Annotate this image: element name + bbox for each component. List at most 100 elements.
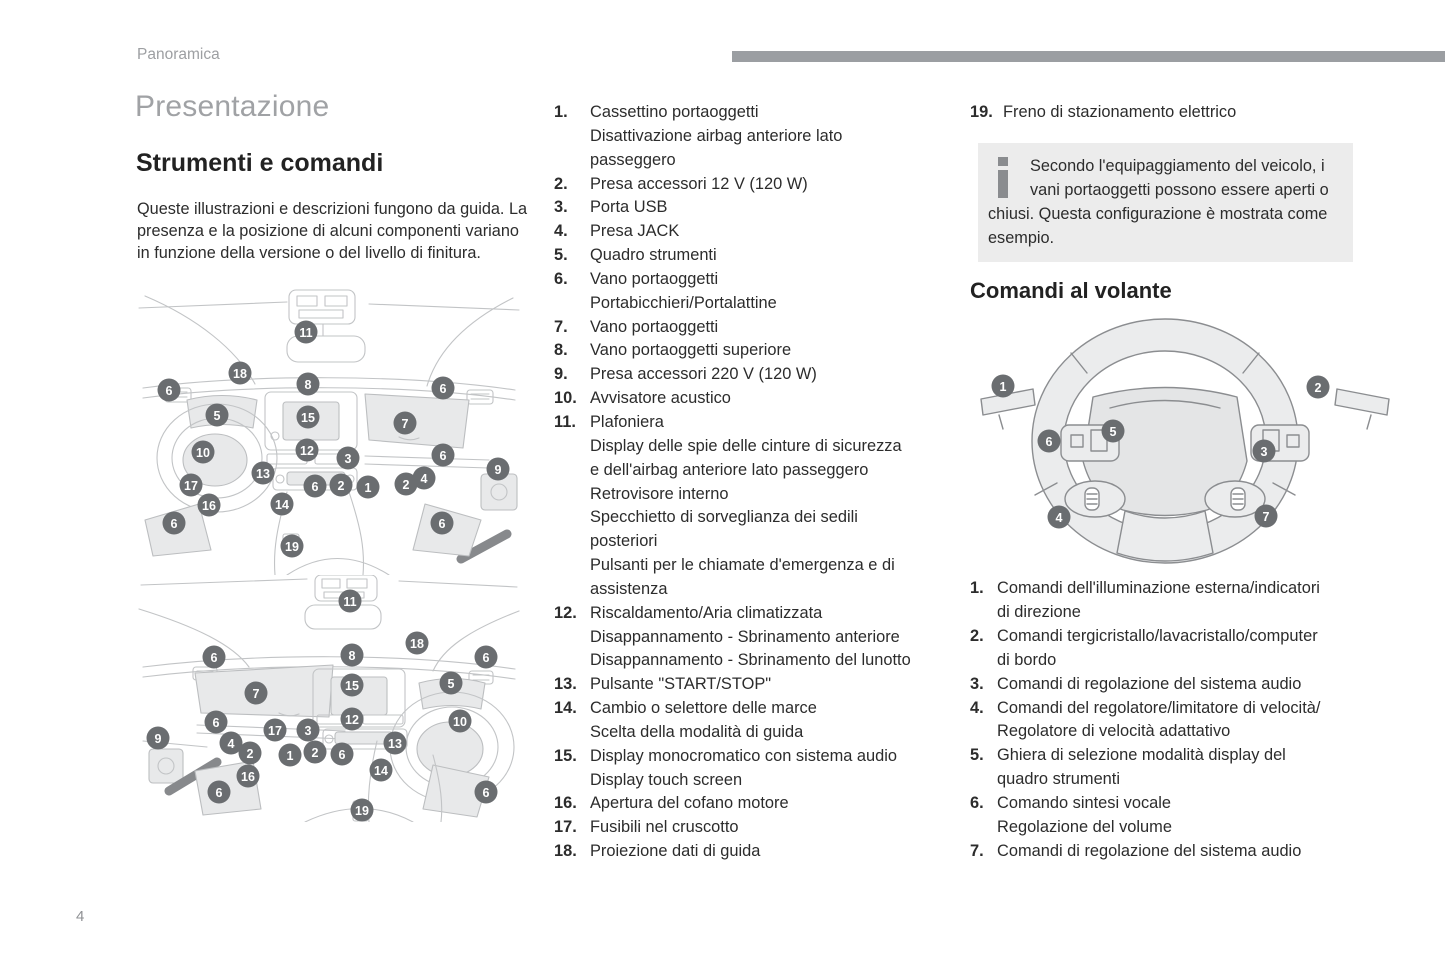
callout-number: 6 xyxy=(213,716,220,730)
callout-number: 7 xyxy=(402,417,409,431)
callout-number: 1 xyxy=(1000,380,1007,394)
breadcrumb: Panoramica xyxy=(137,46,220,63)
callout-badge xyxy=(251,461,275,485)
item-text: Comando sintesi vocale Regolazione del vo… xyxy=(997,794,1172,837)
item-text: Presa JACK xyxy=(590,222,680,241)
callout-badge xyxy=(294,320,318,344)
callout-number: 3 xyxy=(1261,445,1268,459)
list-item: 3. Comandi di regolazione del sistema aud… xyxy=(970,673,1375,697)
callout-badge xyxy=(474,780,498,804)
callout-number: 10 xyxy=(453,715,467,729)
item-number: 16. xyxy=(554,794,577,813)
callout-badge xyxy=(278,743,302,767)
callout-badge xyxy=(430,511,454,535)
component-19-list: 19. Freno di stazionamento elettrico xyxy=(970,101,1370,125)
list-item: 9. Presa accessori 220 V (120 W) xyxy=(554,363,954,387)
wheel-controls-list: 1. Comandi dell'illuminazione esterna/ind… xyxy=(970,577,1375,864)
item-number: 6. xyxy=(970,794,984,813)
item-text: Presa accessori 12 V (120 W) xyxy=(590,174,808,193)
callout-number: 13 xyxy=(256,467,270,481)
item-text: Apertura del cofano motore xyxy=(590,794,789,813)
callout-badge xyxy=(405,631,429,655)
item-text: Comandi di regolazione del sistema audio xyxy=(997,674,1302,693)
item-number: 4. xyxy=(554,222,568,241)
callout-badge xyxy=(197,493,221,517)
section-heading-strumenti: Strumenti e comandi xyxy=(136,149,384,177)
callout-badge xyxy=(244,681,268,705)
callout-number: 6 xyxy=(171,517,178,531)
list-item: 2. Comandi tergicristallo/lavacristallo/c… xyxy=(970,625,1375,673)
callout-number: 4 xyxy=(228,737,235,751)
callout-number: 6 xyxy=(312,480,319,494)
callout-badge xyxy=(204,710,228,734)
item-text: Comandi di regolazione del sistema audio xyxy=(997,841,1302,860)
item-number: 10. xyxy=(554,389,577,408)
callout-number: 6 xyxy=(166,384,173,398)
callout-badge xyxy=(202,645,226,669)
info-icon xyxy=(998,157,1008,198)
callout-badge xyxy=(393,411,417,435)
callout-number: 6 xyxy=(439,517,446,531)
callout-badge xyxy=(236,764,260,788)
item-text: Quadro strumenti xyxy=(590,246,717,265)
callout-badge xyxy=(439,671,463,695)
callout-number: 6 xyxy=(339,748,346,762)
callout-number: 8 xyxy=(349,649,356,663)
note-text: Secondo l'equipaggiamento del veicolo, i… xyxy=(988,157,1329,247)
callout-number: 5 xyxy=(214,409,221,423)
callout-number: 11 xyxy=(299,326,312,340)
item-number: 17. xyxy=(554,818,577,837)
callout-badge xyxy=(336,446,360,470)
line-art xyxy=(138,289,520,575)
item-number: 2. xyxy=(970,626,984,645)
list-item: 6. Comando sintesi vocale Regolazione del … xyxy=(970,792,1375,840)
callout-number: 15 xyxy=(345,679,359,693)
callout-badge xyxy=(146,726,170,750)
callout-badge xyxy=(207,780,231,804)
callout-badge xyxy=(296,718,320,742)
callout-number: 2 xyxy=(312,746,319,760)
item-number: 7. xyxy=(970,841,984,860)
callout-badge xyxy=(412,466,436,490)
callout-badge xyxy=(1254,504,1278,528)
callout-number: 14 xyxy=(374,764,388,778)
list-item: 16. Apertura del cofano motore xyxy=(554,792,954,816)
item-text: Vano portaoggetti xyxy=(590,317,719,336)
callout-badge xyxy=(350,798,374,822)
intro-paragraph: Queste illustrazioni e descrizioni fungo… xyxy=(137,200,528,262)
list-item: 1. Cassettino portaoggetti Disattivazione … xyxy=(554,101,954,173)
item-text: Comandi dell'illuminazione esterna/indic… xyxy=(997,579,1320,621)
callout-badge xyxy=(1101,419,1125,443)
item-number: 18. xyxy=(554,842,577,861)
callout-badge xyxy=(340,673,364,697)
callout-number: 16 xyxy=(202,499,216,513)
item-text: Presa accessori 220 V (120 W) xyxy=(590,365,817,384)
line-art xyxy=(138,575,520,822)
callout-badge xyxy=(329,473,353,497)
callout-badge xyxy=(303,474,327,498)
item-number: 4. xyxy=(970,698,984,717)
list-item: 5. Quadro strumenti xyxy=(554,244,954,268)
item-number: 19. xyxy=(970,103,993,121)
item-number: 6. xyxy=(554,269,568,288)
callout-number: 3 xyxy=(345,452,352,466)
callout-number: 6 xyxy=(1046,435,1053,449)
callout-number: 6 xyxy=(211,651,218,665)
callout-badge xyxy=(340,707,364,731)
item-text: Fusibili nel cruscotto xyxy=(590,818,739,837)
item-text: Cassettino portaoggetti Disattivazione ai… xyxy=(590,103,843,169)
callout-badge xyxy=(1047,505,1071,529)
list-item: 14. Cambio o selettore delle marce Scelta … xyxy=(554,697,954,745)
list-item: 1. Comandi dell'illuminazione esterna/ind… xyxy=(970,577,1375,625)
callout-number: 10 xyxy=(196,446,210,460)
list-item: 19. Freno di stazionamento elettrico xyxy=(970,101,1370,125)
callout-badge xyxy=(296,405,320,429)
list-item: 5. Ghiera di selezione modalità display d… xyxy=(970,744,1375,792)
list-item: 11. Plafoniera Display delle spie delle ci… xyxy=(554,411,954,602)
list-item: 8. Vano portaoggetti superiore xyxy=(554,339,954,363)
callout-badge xyxy=(280,534,304,558)
list-item: 4. Presa JACK xyxy=(554,220,954,244)
callout-number: 18 xyxy=(410,637,424,651)
